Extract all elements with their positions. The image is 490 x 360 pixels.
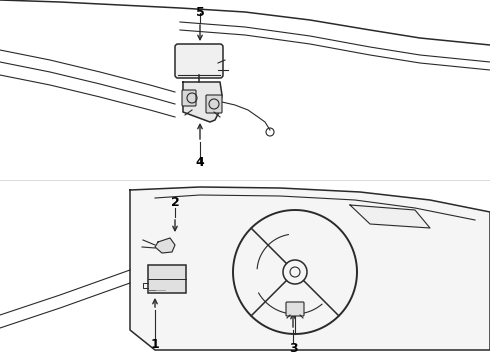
Polygon shape: [183, 82, 222, 122]
FancyBboxPatch shape: [286, 302, 304, 316]
FancyBboxPatch shape: [182, 90, 196, 106]
Polygon shape: [350, 205, 430, 228]
Text: 2: 2: [171, 195, 179, 208]
FancyBboxPatch shape: [206, 95, 222, 113]
FancyBboxPatch shape: [175, 44, 223, 78]
Polygon shape: [130, 187, 490, 350]
Polygon shape: [155, 238, 175, 253]
FancyBboxPatch shape: [148, 265, 186, 293]
Text: 1: 1: [150, 338, 159, 351]
Text: 4: 4: [196, 156, 204, 168]
Text: 3: 3: [289, 342, 297, 355]
Text: 5: 5: [196, 6, 204, 19]
